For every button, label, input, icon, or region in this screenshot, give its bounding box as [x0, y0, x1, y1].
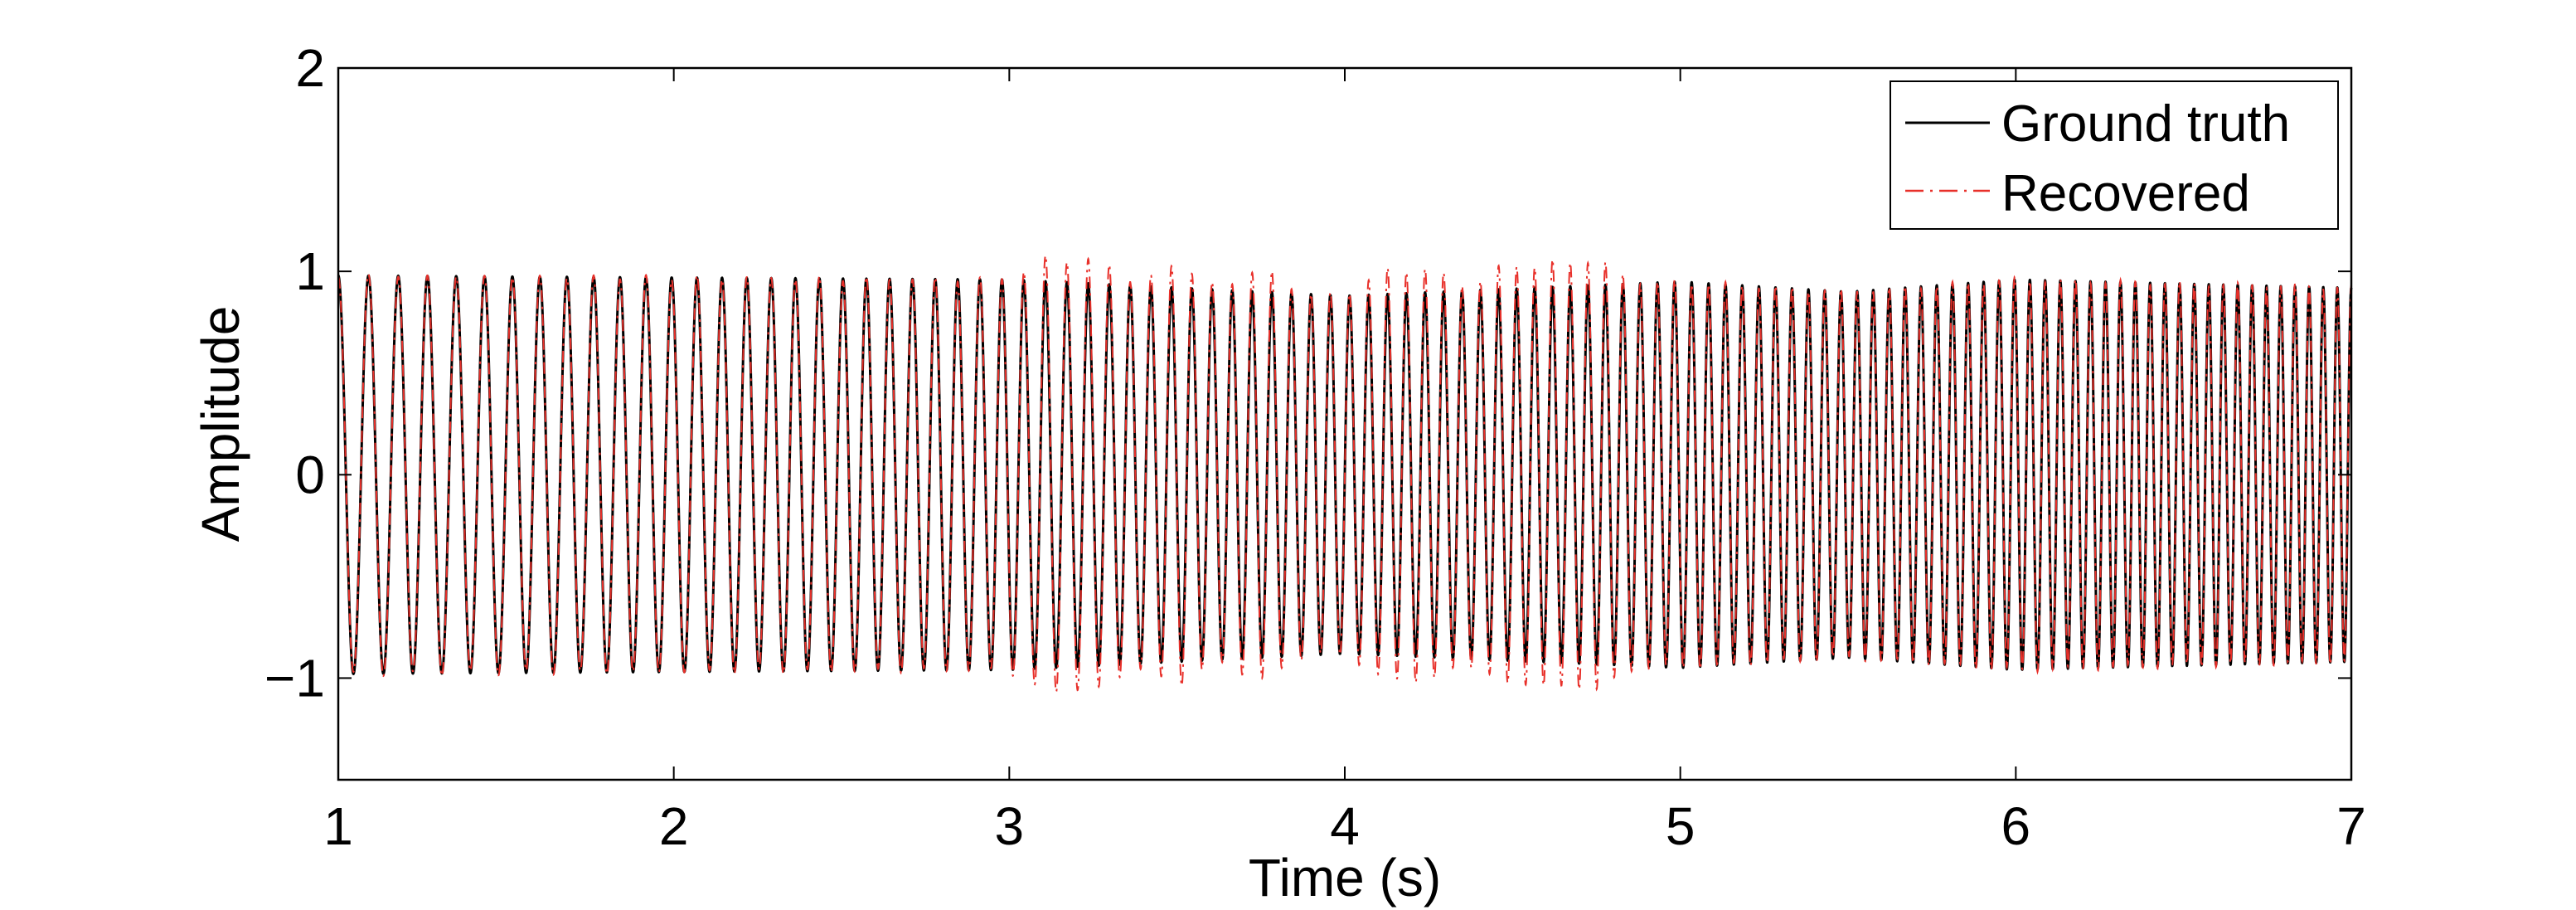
- y-tick-label-3: 2: [295, 38, 325, 98]
- axis-ticks: [337, 67, 2352, 780]
- legend: Ground truth Recovered: [1890, 80, 2339, 230]
- x-tick-label-1: 2: [659, 796, 689, 856]
- x-tick-label-4: 5: [1666, 796, 1696, 856]
- x-tick-label-0: 1: [323, 796, 353, 856]
- x-tick-label-6: 7: [2336, 796, 2366, 856]
- legend-label-ground-truth: Ground truth: [2001, 95, 2290, 153]
- x-axis-label: Time (s): [1249, 848, 1441, 908]
- legend-box: [1890, 80, 2339, 230]
- x-tick-label-5: 6: [2001, 796, 2031, 856]
- x-tick-labels: 1 2 3 4 5 6 7: [323, 796, 2366, 856]
- series-line-recovered: [337, 254, 2352, 694]
- y-tick-label-2: 1: [295, 241, 325, 301]
- x-tick-label-3: 4: [1330, 796, 1360, 856]
- y-tick-label-0: −1: [264, 648, 325, 708]
- y-tick-label-1: 0: [295, 445, 325, 504]
- series-layer: [337, 254, 2353, 694]
- x-tick-label-2: 3: [995, 796, 1025, 856]
- y-tick-labels: −1 0 1 2: [264, 38, 325, 708]
- y-axis-label: Amplitude: [191, 306, 250, 543]
- legend-label-recovered: Recovered: [2001, 165, 2250, 222]
